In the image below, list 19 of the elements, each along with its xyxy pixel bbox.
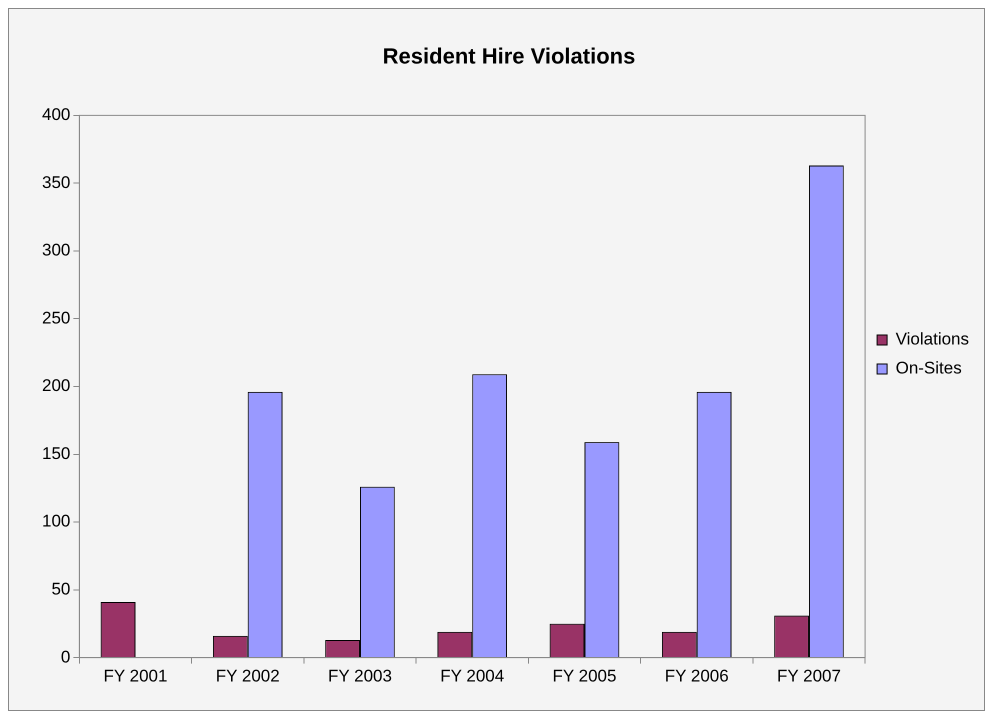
y-tick-label: 300 (42, 240, 70, 260)
y-tick-label: 350 (42, 172, 70, 192)
x-tick-label: FY 2003 (328, 666, 392, 686)
y-tick-label: 400 (42, 105, 70, 124)
y-tick-label: 50 (51, 580, 70, 599)
x-tick-label: FY 2004 (440, 666, 504, 686)
chart-title: Resident Hire Violations (382, 43, 636, 68)
x-tick-label: FY 2001 (104, 666, 168, 686)
y-tick-label: 150 (42, 444, 70, 463)
y-tick-label: 200 (42, 376, 70, 396)
legend-label: Violations (896, 330, 969, 349)
legend-label: On-Sites (896, 358, 962, 378)
x-tick-label: FY 2005 (552, 666, 616, 686)
y-tick-label: 100 (42, 512, 70, 531)
x-tick-label: FY 2006 (664, 666, 729, 686)
y-tick-label: 250 (42, 308, 70, 328)
y-tick-label: 0 (60, 647, 70, 666)
x-tick-label: FY 2002 (216, 666, 280, 686)
x-tick-label: FY 2007 (776, 666, 841, 686)
